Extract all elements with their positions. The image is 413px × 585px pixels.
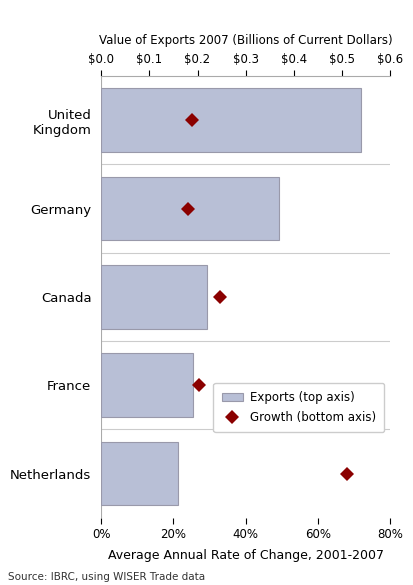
Bar xyxy=(101,442,178,505)
X-axis label: Average Annual Rate of Change, 2001-2007: Average Annual Rate of Change, 2001-2007 xyxy=(108,549,384,562)
Text: Source: IBRC, using WISER Trade data: Source: IBRC, using WISER Trade data xyxy=(8,572,205,582)
Bar xyxy=(101,177,280,240)
Bar xyxy=(101,353,193,417)
Bar xyxy=(101,88,361,152)
Legend: Exports (top axis), Growth (bottom axis): Exports (top axis), Growth (bottom axis) xyxy=(214,383,385,432)
Bar xyxy=(101,265,207,329)
X-axis label: Value of Exports 2007 (Billions of Current Dollars): Value of Exports 2007 (Billions of Curre… xyxy=(99,35,392,47)
